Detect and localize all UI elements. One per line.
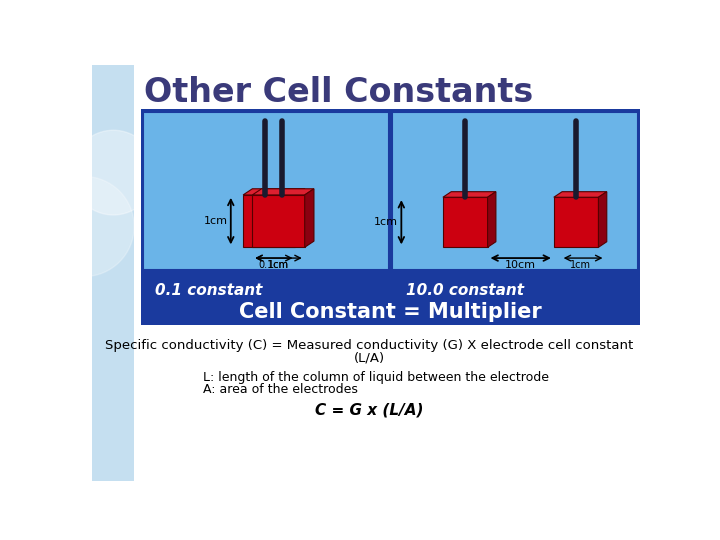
Polygon shape bbox=[243, 195, 295, 247]
Text: 10cm: 10cm bbox=[505, 260, 536, 269]
Text: Other Cell Constants: Other Cell Constants bbox=[144, 76, 534, 109]
Text: 1cm: 1cm bbox=[268, 260, 289, 269]
Polygon shape bbox=[305, 189, 314, 247]
Bar bbox=[141, 271, 640, 325]
Text: 1cm: 1cm bbox=[570, 260, 591, 269]
Text: Specific conductivity (C) = Measured conductivity (G) X electrode cell constant: Specific conductivity (C) = Measured con… bbox=[105, 339, 633, 352]
Bar bbox=[392, 112, 638, 271]
Polygon shape bbox=[487, 192, 496, 247]
Polygon shape bbox=[443, 192, 496, 197]
Text: 0.1 constant: 0.1 constant bbox=[155, 284, 262, 299]
Text: C = G x (L/A): C = G x (L/A) bbox=[315, 402, 423, 417]
Bar bbox=[143, 112, 389, 271]
Bar bbox=[141, 110, 640, 325]
Text: 1cm: 1cm bbox=[374, 217, 398, 227]
Polygon shape bbox=[295, 189, 305, 247]
Text: A: area of the electrodes: A: area of the electrodes bbox=[204, 383, 359, 396]
Polygon shape bbox=[92, 65, 134, 481]
Polygon shape bbox=[554, 192, 607, 197]
Text: (L/A): (L/A) bbox=[354, 351, 384, 364]
Polygon shape bbox=[598, 192, 607, 247]
Circle shape bbox=[34, 177, 134, 276]
Text: 10.0 constant: 10.0 constant bbox=[406, 284, 524, 299]
Polygon shape bbox=[252, 189, 314, 195]
Polygon shape bbox=[443, 197, 487, 247]
Polygon shape bbox=[554, 197, 598, 247]
Text: 1cm: 1cm bbox=[204, 216, 228, 226]
Polygon shape bbox=[243, 189, 305, 195]
Polygon shape bbox=[252, 195, 305, 247]
Text: L: length of the column of liquid between the electrode: L: length of the column of liquid betwee… bbox=[204, 372, 549, 384]
Text: Cell Constant = Multiplier: Cell Constant = Multiplier bbox=[239, 302, 542, 322]
Text: 0.1cm: 0.1cm bbox=[259, 260, 289, 269]
Circle shape bbox=[71, 130, 156, 215]
